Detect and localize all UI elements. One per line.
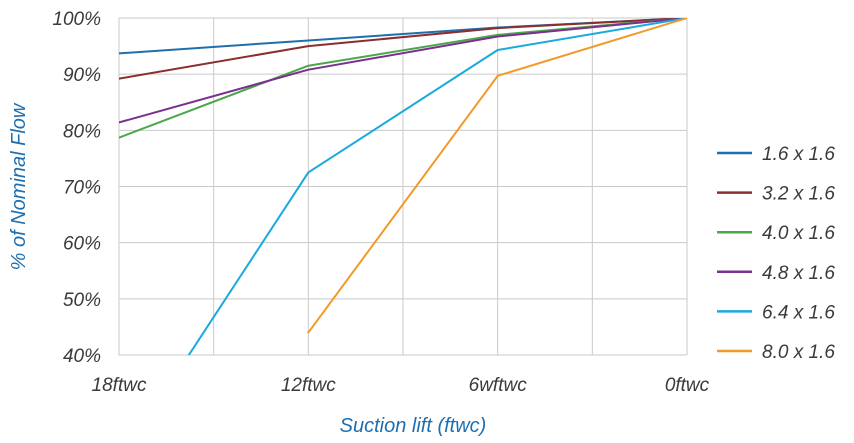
x-tick-label: 12ftwc (281, 375, 336, 396)
x-axis-ticks: 18ftwc 12ftwc 6wftwc 0ftwc (92, 375, 710, 396)
legend-label: 4.0 x 1.6 (762, 223, 835, 244)
y-tick-label: 60% (63, 234, 101, 255)
legend-label: 8.0 x 1.6 (762, 342, 835, 363)
y-axis-ticks: 40% 50% 60% 70% 80% 90% 100% (52, 9, 101, 367)
gridlines (118, 17, 688, 356)
legend: 1.6 x 1.6 3.2 x 1.6 4.0 x 1.6 4.8 x 1.6 6.4 … (717, 144, 835, 363)
x-tick-label: 6wftwc (469, 375, 528, 396)
y-tick-label: 40% (63, 346, 101, 367)
legend-label: 1.6 x 1.6 (762, 144, 835, 165)
x-tick-label: 0ftwc (665, 375, 710, 396)
series-line (119, 18, 687, 124)
y-tick-label: 80% (63, 121, 101, 142)
series-line (187, 18, 687, 355)
y-tick-label: 100% (52, 9, 101, 30)
series-line (307, 18, 687, 334)
x-axis-title: Suction lift (ftwc) (340, 415, 487, 437)
y-axis-title: % of Nominal Flow (8, 102, 30, 270)
legend-label: 6.4 x 1.6 (762, 302, 835, 323)
x-tick-label: 18ftwc (92, 375, 147, 396)
series-lines (119, 18, 687, 355)
y-tick-label: 90% (63, 65, 101, 86)
legend-label: 4.8 x 1.6 (762, 263, 835, 284)
legend-label: 3.2 x 1.6 (762, 184, 835, 205)
y-tick-label: 50% (63, 290, 101, 311)
series-line (119, 18, 687, 80)
y-tick-label: 70% (63, 178, 101, 199)
